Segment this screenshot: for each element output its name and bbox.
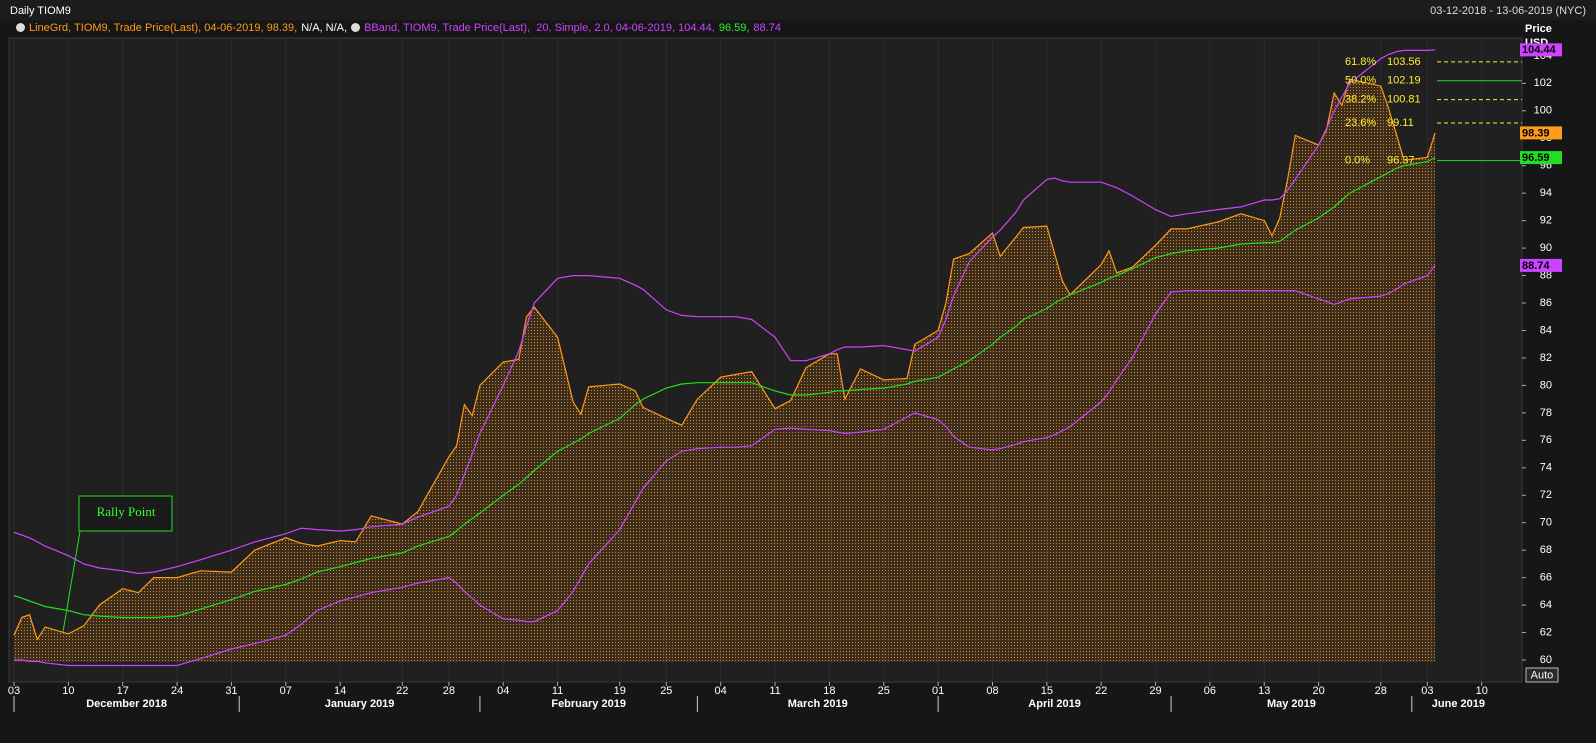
x-tick-label: 11 — [552, 685, 563, 697]
y-tick-label: 70 — [1540, 517, 1552, 529]
fib-percent: 61.8% — [1345, 56, 1376, 68]
line — [13, 78, 1436, 641]
legend: LineGrd, TIOM9, Trade Price(Last), 04-06… — [16, 22, 785, 34]
annotation-box — [78, 495, 173, 532]
last-value-box — [1520, 151, 1562, 165]
x-tick-label: 29 — [1149, 685, 1161, 697]
y-tick-label: 100 — [1534, 105, 1552, 117]
x-tick-label: 18 — [823, 685, 835, 697]
x-tick-label: 06 — [1204, 685, 1216, 697]
x-tick-label: 14 — [334, 685, 346, 697]
annotation: Rally Point — [97, 504, 156, 519]
y-tick-label: 80 — [1540, 379, 1552, 391]
x-tick-label: 03 — [1421, 685, 1433, 697]
y-tick-label: 62 — [1540, 626, 1552, 638]
fib-value: 102.19 — [1387, 75, 1421, 87]
month-label: January 2019 — [325, 698, 395, 710]
y-tick-label: 72 — [1540, 489, 1552, 501]
last-value-label: 96.59 — [1522, 152, 1550, 164]
y-tick-label: 82 — [1540, 352, 1552, 364]
x-tick-label: 04 — [715, 685, 727, 697]
y-tick-label: 68 — [1540, 544, 1552, 556]
last-value-label: 98.39 — [1522, 127, 1550, 139]
fib-value: 100.81 — [1387, 94, 1421, 106]
y-tick-label: 94 — [1540, 187, 1552, 199]
month-label: April 2019 — [1028, 698, 1081, 710]
x-tick-label: 24 — [171, 685, 183, 697]
x-tick-label: 22 — [396, 685, 408, 697]
y-tick-label: 88 — [1540, 269, 1552, 281]
legend-entry: N/A, N/A, — [301, 22, 348, 34]
month-label: December 2018 — [86, 698, 167, 710]
y-tick-label: 60 — [1540, 654, 1552, 666]
date-range: 03-12-2018 - 13-06-2019 (NYC) — [1430, 5, 1586, 17]
title-bar — [0, 0, 1596, 20]
auto-button[interactable] — [1525, 667, 1559, 683]
fib-percent: 0.0% — [1345, 155, 1370, 167]
fib-percent: 38.2% — [1345, 94, 1376, 106]
y-tick-label: 84 — [1540, 324, 1552, 336]
x-tick-label: 08 — [986, 685, 998, 697]
x-tick-label: 17 — [117, 685, 129, 697]
y-tick-label: 102 — [1534, 77, 1552, 89]
last-value-label: 104.44 — [1522, 44, 1557, 56]
line — [13, 49, 1436, 575]
y-tick-label: 86 — [1540, 297, 1552, 309]
annotation-pointer — [62, 530, 81, 633]
x-tick-label: 11 — [769, 685, 780, 697]
month-label: March 2019 — [788, 698, 848, 710]
x-tick-label: 22 — [1095, 685, 1107, 697]
x-tick-label: 31 — [225, 685, 237, 697]
x-tick-label: 25 — [660, 685, 672, 697]
auto-button-label[interactable]: Auto — [1531, 669, 1554, 681]
month-label: May 2019 — [1267, 698, 1316, 710]
y-tick-label: 78 — [1540, 407, 1552, 419]
line — [14, 265, 1436, 667]
x-tick-label: 10 — [1476, 685, 1488, 697]
x-tick-label: 28 — [443, 685, 455, 697]
x-tick-label: 13 — [1258, 685, 1270, 697]
month-label: February 2019 — [551, 698, 626, 710]
y-tick-label: 66 — [1540, 572, 1552, 584]
fib-percent: 50.0% — [1345, 75, 1376, 87]
last-value-box — [1520, 43, 1562, 57]
y-tick-label: 92 — [1540, 215, 1552, 227]
last-value-label: 88.74 — [1522, 260, 1550, 272]
legend-entry: BBand, TIOM9, Trade Price(Last), 20, Sim… — [364, 22, 715, 34]
last-value-box — [1520, 258, 1562, 272]
chart-title: Daily TIOM9 — [10, 5, 71, 17]
y-tick-label: 74 — [1540, 462, 1552, 474]
x-tick-label: 10 — [62, 685, 74, 697]
y-axis-label: Price — [1525, 23, 1552, 35]
legend-entry: 96.59, — [718, 22, 750, 34]
legend-entry: 88.74 — [753, 22, 781, 34]
legend-icon — [16, 23, 25, 32]
y-tick-label: 64 — [1540, 599, 1552, 611]
x-tick-label: 15 — [1041, 685, 1053, 697]
area — [14, 79, 1436, 662]
fib-value: 99.11 — [1387, 117, 1414, 129]
fib-value: 103.56 — [1387, 56, 1421, 68]
fib-value: 96.37 — [1387, 155, 1415, 167]
x-tick-label: 25 — [878, 685, 890, 697]
x-tick-label: 04 — [497, 685, 509, 697]
legend-entry: LineGrd, TIOM9, Trade Price(Last), 04-06… — [29, 22, 298, 34]
x-tick-label: 01 — [932, 685, 944, 697]
x-tick-label: 20 — [1313, 685, 1325, 697]
month-label: June 2019 — [1432, 698, 1485, 710]
x-tick-label: 28 — [1375, 685, 1387, 697]
x-tick-label: 03 — [8, 685, 20, 697]
y-tick-label: 76 — [1540, 434, 1552, 446]
x-tick-label: 07 — [280, 685, 292, 697]
y-tick-label: 90 — [1540, 242, 1552, 254]
legend-icon — [351, 23, 361, 32]
x-tick-label: 19 — [614, 685, 626, 697]
last-value-box — [1520, 126, 1562, 140]
line — [13, 157, 1436, 619]
fib-percent: 23.6% — [1345, 117, 1376, 129]
